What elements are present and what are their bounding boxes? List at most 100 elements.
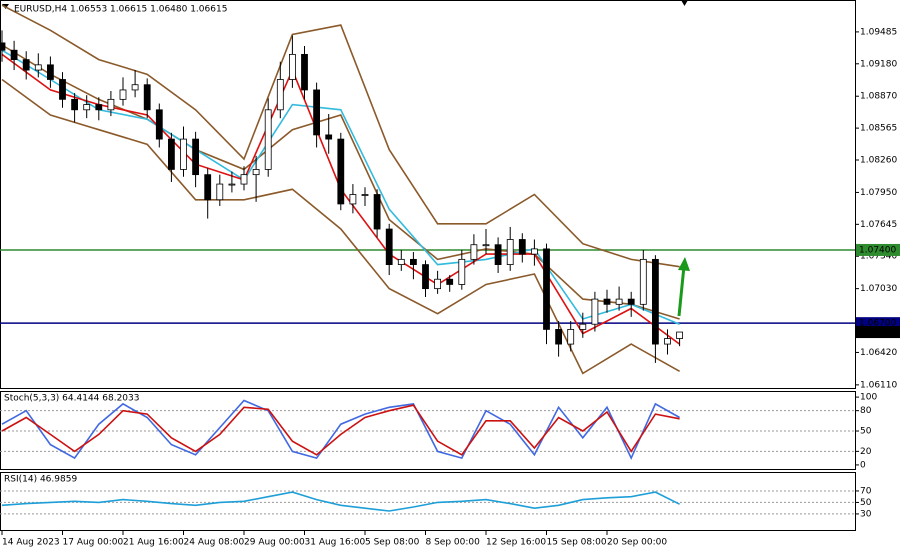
x-tick-label: 14 Aug 2023 <box>2 538 60 548</box>
y-tick-label: 50 <box>860 427 872 437</box>
candle-body <box>373 194 381 230</box>
candle-body <box>446 278 454 285</box>
candle-body <box>555 329 562 345</box>
y-tick-label: 100 <box>860 393 877 403</box>
candle-body <box>34 64 42 71</box>
candle-body <box>385 228 393 265</box>
candle-body <box>252 169 260 176</box>
y-tick-label: 1.06420 <box>860 348 897 358</box>
overlay-line <box>1 78 680 375</box>
candle-body <box>470 244 478 260</box>
candle-body <box>119 89 127 100</box>
candle-body <box>276 79 284 111</box>
candle-body <box>506 239 514 265</box>
candle-body <box>422 264 429 290</box>
y-tick-label: 80 <box>860 406 872 416</box>
panel-title: Stoch(5,3,3) 64.4144 68.2033 <box>4 394 139 404</box>
indicator-line <box>1 404 680 456</box>
x-tick-label: 8 Sep 00:00 <box>426 538 481 548</box>
x-tick-label: 21 Aug 16:00 <box>123 538 184 548</box>
candle-body <box>216 183 224 201</box>
candle-body <box>482 244 490 247</box>
candle-body <box>397 258 405 265</box>
y-tick-label: 70 <box>860 486 872 496</box>
candle-body <box>204 174 212 201</box>
y-tick-label: 1.08260 <box>860 156 897 166</box>
level-box <box>856 243 900 256</box>
candle-body <box>131 84 139 91</box>
candle-body <box>518 239 526 255</box>
chart-title: EURUSD,H4 1.06553 1.06615 1.06480 1.0661… <box>14 5 227 15</box>
x-tick-label: 17 Aug 00:00 <box>63 538 124 548</box>
overlay-line <box>1 49 680 325</box>
rsi-panel <box>0 472 856 531</box>
indicator-line <box>1 399 680 461</box>
panel-title: RSI(14) 46.9859 <box>4 475 77 485</box>
indicator-line <box>1 491 680 512</box>
level-label: 1.07400 <box>859 245 896 255</box>
overlay-line <box>1 4 680 268</box>
candle-body <box>579 323 587 330</box>
candle-body <box>313 89 321 136</box>
candle-body <box>409 258 417 265</box>
candle-body <box>264 109 272 170</box>
y-tick-label: 50 <box>860 498 872 508</box>
candle-body <box>325 134 333 140</box>
x-tick-label: 12 Sep 16:00 <box>486 538 546 548</box>
x-tick-label: 20 Sep 00:00 <box>607 538 667 548</box>
arrow-shaft <box>677 265 686 317</box>
y-tick-label: 1.07030 <box>860 284 897 294</box>
candle-body <box>240 174 248 185</box>
candle-body <box>458 258 466 285</box>
candle-body <box>531 248 538 255</box>
shift-marker <box>681 0 688 6</box>
candle-body <box>434 278 442 290</box>
candle-body <box>192 138 200 176</box>
last-price-label: 1.06615 <box>859 328 896 338</box>
candle-body <box>349 194 357 205</box>
level-label: 1.06700 <box>859 319 896 329</box>
last-price-box <box>856 326 900 339</box>
candle-body <box>10 49 18 61</box>
candle-body <box>494 244 502 265</box>
arrow-head <box>678 257 690 271</box>
x-tick-label: 15 Sep 08:00 <box>547 538 607 548</box>
x-tick-label: 24 Aug 08:00 <box>184 538 245 548</box>
y-tick-label: 1.09485 <box>860 27 897 37</box>
y-tick-label: 1.06110 <box>860 380 897 390</box>
overlay-line <box>1 44 680 320</box>
candle-body <box>664 338 671 345</box>
candle-body <box>22 59 30 71</box>
y-tick-label: 1.09180 <box>860 59 897 69</box>
candle-body <box>167 138 175 170</box>
x-tick-label: 5 Sep 08:00 <box>365 538 420 548</box>
candle-body <box>107 98 115 111</box>
candle-body <box>652 258 659 345</box>
candle-body <box>228 183 236 186</box>
candle-body <box>301 53 308 91</box>
candle-body <box>543 248 550 330</box>
candle-body <box>83 104 91 111</box>
candle-body <box>59 79 66 100</box>
candle-body <box>71 98 78 111</box>
y-tick-label: 0 <box>860 460 866 470</box>
y-tick-label: 1.07645 <box>860 220 897 230</box>
candle-body <box>288 53 296 80</box>
y-tick-label: 1.07340 <box>860 252 897 262</box>
x-tick-label: 31 Aug 16:00 <box>305 538 366 548</box>
stoch-panel <box>0 391 856 470</box>
candle-body <box>95 104 103 111</box>
candle-body <box>47 64 54 80</box>
candle-body <box>567 329 575 345</box>
candle-body <box>361 194 369 196</box>
candle-body <box>627 298 635 305</box>
x-tick-label: 29 Aug 00:00 <box>244 538 305 548</box>
candle-body <box>0 42 6 51</box>
candle-body <box>603 298 611 305</box>
y-tick-label: 20 <box>860 447 872 457</box>
candle-body <box>676 331 683 339</box>
candle-body <box>180 138 187 170</box>
y-tick-label: 1.08565 <box>860 124 897 134</box>
y-tick-label: 30 <box>860 509 872 519</box>
